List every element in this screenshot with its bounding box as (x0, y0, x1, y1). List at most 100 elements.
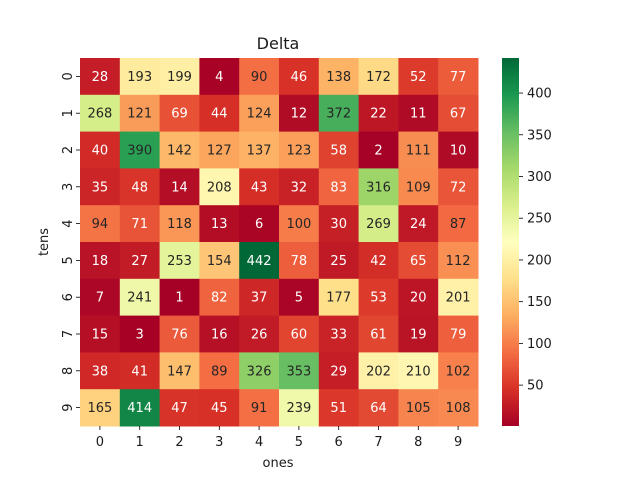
heatmap-cell-label-r5-c2: 253 (167, 254, 192, 269)
heatmap-cell-label-r7-c6: 33 (330, 328, 347, 343)
heatmap-cell-r3-c6 (318, 168, 360, 206)
heatmap-cell-r7-c6 (318, 315, 360, 353)
heatmap-cell-label-r8-c1: 41 (131, 364, 148, 379)
heatmap-cell-label-r6-c8: 20 (410, 291, 427, 306)
heatmap-cell-label-r2-c2: 142 (167, 144, 192, 159)
x-tick-label-0: 0 (96, 435, 104, 450)
heatmap-cell-r9-c6 (318, 389, 360, 427)
heatmap-cell-r6-c6 (318, 278, 360, 317)
heatmap-cell-r1-c2 (159, 94, 200, 133)
heatmap-cell-label-r1-c4: 124 (247, 107, 272, 122)
heatmap-cell-r6-c2 (159, 278, 200, 317)
heatmap-cell-label-r3-c0: 35 (92, 180, 109, 195)
colorbar-tick-label-350: 350 (527, 128, 552, 143)
heatmap-cell-r7-c0 (80, 315, 121, 353)
heatmap-cell-label-r9-c6: 51 (330, 401, 347, 416)
heatmap-cell-label-r0-c1: 193 (127, 70, 152, 85)
heatmap-cell-label-r2-c0: 40 (92, 144, 109, 159)
heatmap-cell-r1-c9 (438, 94, 479, 133)
heatmap-cell-r1-c8 (398, 94, 439, 133)
heatmap-cell-label-r0-c3: 4 (215, 70, 223, 85)
heatmap-cell-label-r1-c6: 372 (326, 107, 351, 122)
heatmap-cell-r1-c0 (80, 94, 121, 133)
y-tick-label-2: 2 (61, 146, 76, 154)
heatmap-cell-label-r0-c6: 138 (326, 70, 351, 85)
colorbar-tick-label-400: 400 (527, 87, 552, 102)
x-tick-label-4: 4 (255, 435, 263, 450)
heatmap-cell-r6-c4 (239, 278, 280, 317)
heatmap-cell-label-r3-c3: 208 (207, 180, 232, 195)
heatmap-cell-label-r7-c1: 3 (136, 328, 144, 343)
heatmap-cell-r0-c7 (358, 58, 399, 96)
heatmap-cell-r5-c1 (119, 242, 161, 280)
colorbar-tick-label-200: 200 (527, 253, 552, 268)
heatmap-cell-label-r1-c5: 12 (291, 107, 308, 122)
heatmap-cell-r2-c9 (438, 131, 479, 169)
heatmap-cell-r6-c9 (438, 278, 479, 317)
heatmap-cell-r3-c8 (398, 168, 439, 206)
heatmap-cell-label-r6-c5: 5 (295, 291, 303, 306)
heatmap-cell-label-r7-c9: 79 (450, 328, 467, 343)
heatmap-cell-label-r2-c3: 127 (207, 144, 232, 159)
heatmap-cell-label-r5-c5: 78 (291, 254, 308, 269)
heatmap-cell-label-r6-c0: 7 (96, 291, 104, 306)
heatmap-cell-label-r4-c5: 100 (286, 217, 311, 232)
heatmap-cell-r7-c3 (199, 315, 240, 353)
heatmap-cell-r9-c8 (398, 389, 439, 427)
x-tick-label-3: 3 (215, 435, 223, 450)
heatmap-cell-label-r5-c8: 65 (410, 254, 427, 269)
heatmap-cell-r7-c9 (438, 315, 479, 353)
heatmap-cell-r0-c9 (438, 58, 479, 96)
heatmap-cell-label-r2-c4: 137 (247, 144, 272, 159)
heatmap-cell-label-r8-c9: 102 (446, 364, 471, 379)
heatmap-cell-label-r4-c3: 13 (211, 217, 228, 232)
heatmap-cell-r8-c1 (119, 352, 161, 390)
heatmap-cell-r8-c6 (318, 352, 360, 390)
heatmap-cell-label-r5-c9: 112 (446, 254, 471, 269)
heatmap-cell-label-r2-c6: 58 (330, 144, 347, 159)
heatmap-cell-r6-c7 (358, 278, 399, 317)
heatmap-cell-label-r1-c8: 11 (410, 107, 427, 122)
heatmap-cell-r3-c7 (358, 168, 399, 206)
heatmap-cell-label-r9-c4: 91 (251, 401, 268, 416)
heatmap-cell-r0-c5 (279, 58, 320, 96)
colorbar-tick-label-150: 150 (527, 295, 552, 310)
heatmap-cell-label-r4-c2: 118 (167, 217, 192, 232)
heatmap-cell-r1-c6 (318, 94, 360, 133)
heatmap-cell-r6-c8 (398, 278, 439, 317)
heatmap-cell-r5-c7 (358, 242, 399, 280)
heatmap-cell-r1-c1 (119, 94, 161, 133)
heatmap-cell-r1-c4 (239, 94, 280, 133)
heatmap-cell-r5-c6 (318, 242, 360, 280)
heatmap-cell-label-r8-c4: 326 (247, 364, 272, 379)
heatmap-cell-label-r0-c8: 52 (410, 70, 427, 85)
heatmap-cell-r8-c7 (358, 352, 399, 390)
x-tick-label-1: 1 (136, 435, 144, 450)
heatmap-cell-r0-c2 (159, 58, 200, 96)
y-tick-label-5: 5 (61, 256, 76, 264)
heatmap-cell-r3-c4 (239, 168, 280, 206)
heatmap-cell-label-r2-c8: 111 (406, 144, 431, 159)
heatmap-cell-r0-c3 (199, 58, 240, 96)
heatmap-cell-r3-c5 (279, 168, 320, 206)
heatmap-cell-label-r1-c1: 121 (127, 107, 152, 122)
heatmap-cell-label-r6-c7: 53 (370, 291, 387, 306)
heatmap-cell-r9-c0 (80, 389, 121, 427)
heatmap-cell-r1-c7 (358, 94, 399, 133)
heatmap-cell-r3-c3 (199, 168, 240, 206)
heatmap-cell-label-r7-c3: 16 (211, 328, 228, 343)
colorbar-tick-label-300: 300 (527, 170, 552, 185)
heatmap-cell-label-r2-c9: 10 (450, 144, 467, 159)
chart-title: Delta (257, 34, 300, 53)
heatmap-cell-label-r5-c6: 25 (330, 254, 347, 269)
heatmap-cell-label-r5-c0: 18 (92, 254, 109, 269)
heatmap-cell-label-r1-c2: 69 (171, 107, 188, 122)
heatmap-cell-r3-c1 (119, 168, 161, 206)
heatmap-cell-label-r0-c0: 28 (92, 70, 109, 85)
y-tick-label-8: 8 (61, 367, 76, 375)
heatmap-cell-r9-c3 (199, 389, 240, 427)
heatmap-cell-label-r9-c7: 64 (370, 401, 387, 416)
y-tick-label-0: 0 (61, 72, 76, 80)
heatmap-cell-r4-c2 (159, 205, 200, 243)
